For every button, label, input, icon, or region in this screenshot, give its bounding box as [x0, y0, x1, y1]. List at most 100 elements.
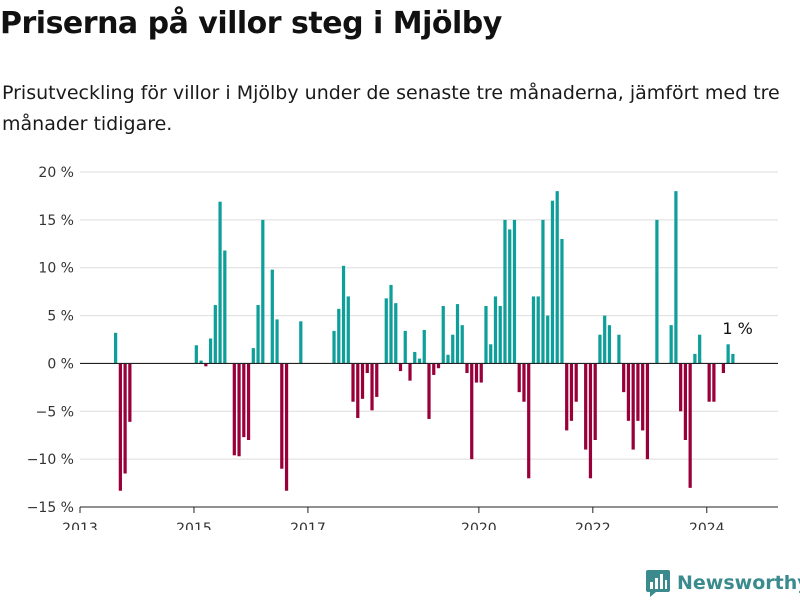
bar-2023-05: [669, 325, 673, 364]
bar-2019-09: [460, 325, 464, 364]
bar-2023-09: [688, 363, 692, 488]
bar-2019-05: [441, 306, 445, 364]
brand-name: Newsworthy: [677, 572, 800, 594]
bar-2023-08: [683, 363, 688, 440]
bar-2021-02: [541, 219, 545, 364]
bar-2019-08: [455, 304, 460, 364]
bar-2019-10: [465, 363, 469, 373]
x-tick-label: 2022: [575, 521, 611, 530]
bar-2020-06: [503, 219, 507, 364]
bar-2016-08: [284, 363, 289, 491]
bar-2019-01: [422, 329, 426, 364]
bar-2020-05: [498, 306, 502, 364]
bar-2022-01: [593, 363, 597, 440]
newsworthy-brand: Newsworthy: [645, 568, 800, 598]
bar-2018-12: [417, 358, 422, 364]
y-tick-label: 5 %: [47, 309, 74, 325]
bar-2013-08: [114, 332, 118, 364]
bar-2021-04: [550, 200, 555, 364]
bar-2020-08: [512, 219, 517, 364]
bar-2018-08: [398, 363, 403, 372]
bar-2020-09: [517, 363, 521, 393]
bar-2021-07: [565, 363, 569, 431]
bar-2019-03: [432, 363, 436, 375]
y-tick-label: 10 %: [38, 261, 74, 277]
bar-2013-09: [118, 363, 122, 491]
bar-2018-09: [403, 330, 407, 364]
bar-2024-05: [726, 344, 730, 364]
bar-2022-03: [603, 315, 607, 364]
bar-2018-02: [370, 363, 374, 411]
newsworthy-logo-icon: [646, 570, 670, 597]
x-tick-label: 2015: [176, 521, 212, 530]
bar-2016-05: [270, 269, 274, 364]
bar-2015-10: [237, 363, 241, 457]
bar-2015-06: [218, 201, 222, 364]
bar-2020-01: [479, 363, 483, 383]
bar-2019-12: [474, 363, 479, 383]
bar-2016-02: [256, 305, 260, 364]
bar-2019-06: [446, 354, 450, 364]
bar-2022-08: [626, 363, 631, 421]
bar-2016-01: [251, 348, 255, 364]
bar-2020-10: [522, 363, 526, 402]
bar-series: [114, 191, 735, 491]
bar-2015-12: [246, 363, 251, 440]
bar-2019-11: [470, 363, 474, 460]
bar-2024-01: [707, 363, 711, 402]
bar-2017-12: [360, 363, 365, 399]
bar-2020-07: [508, 229, 512, 364]
y-tick-label: −15 %: [27, 500, 74, 516]
bar-2022-12: [645, 363, 650, 460]
bar-2021-01: [536, 296, 540, 364]
bar-2018-03: [375, 363, 379, 397]
x-tick-label: 2024: [689, 521, 725, 530]
bar-2020-03: [489, 344, 493, 364]
bar-2018-06: [389, 284, 393, 364]
y-tick-label: 15 %: [38, 213, 74, 229]
bar-2022-06: [617, 334, 621, 364]
bar-2013-10: [123, 363, 127, 474]
x-tick-label: 2020: [461, 521, 497, 530]
bar-2024-06: [731, 353, 735, 364]
bar-2019-04: [436, 363, 441, 369]
bar-2022-02: [598, 334, 602, 364]
bar-2016-06: [275, 319, 279, 364]
bar-2018-11: [413, 351, 417, 364]
bar-2022-11: [641, 363, 645, 431]
bar-2021-05: [555, 191, 559, 364]
bar-2015-07: [223, 250, 227, 364]
bar-2022-10: [636, 363, 640, 421]
chart-title: Priserna på villor steg i Mjölby: [0, 6, 502, 41]
bar-2019-02: [427, 363, 431, 419]
value-annotation: 1 %: [722, 319, 752, 338]
bar-2016-03: [261, 219, 265, 364]
bar-2021-08: [569, 363, 574, 421]
bar-2017-07: [337, 308, 341, 364]
x-tick-label: 2013: [62, 521, 98, 530]
axis-labels: −15 % −10 % −5 % 0 % 5 % 10 % 15 % 20 % 2013 2015…: [27, 165, 753, 530]
bar-2016-11: [299, 321, 303, 364]
grid-lines: [80, 171, 778, 508]
bar-2023-10: [693, 353, 697, 364]
bar-2022-07: [622, 363, 626, 393]
x-tick-label: 2017: [290, 521, 326, 530]
bar-2018-01: [365, 363, 369, 373]
bar-chart: −15 % −10 % −5 % 0 % 5 % 10 % 15 % 20 % 2013 2015…: [27, 165, 778, 530]
y-tick-label: −5 %: [36, 404, 74, 420]
bar-2020-11: [527, 363, 531, 479]
bar-2018-07: [394, 303, 398, 364]
bar-2020-02: [484, 306, 488, 364]
bar-2021-09: [574, 363, 578, 402]
bar-2023-06: [674, 191, 678, 364]
bar-2017-09: [346, 296, 350, 364]
bar-2017-11: [356, 363, 360, 418]
bar-2015-05: [213, 305, 217, 364]
bar-2024-02: [712, 363, 716, 402]
bar-2024-04: [721, 363, 726, 373]
bar-2022-04: [607, 325, 612, 364]
bar-2023-02: [655, 219, 659, 364]
bar-2015-04: [208, 338, 213, 364]
axes: [79, 362, 778, 513]
bar-2019-07: [451, 334, 455, 364]
